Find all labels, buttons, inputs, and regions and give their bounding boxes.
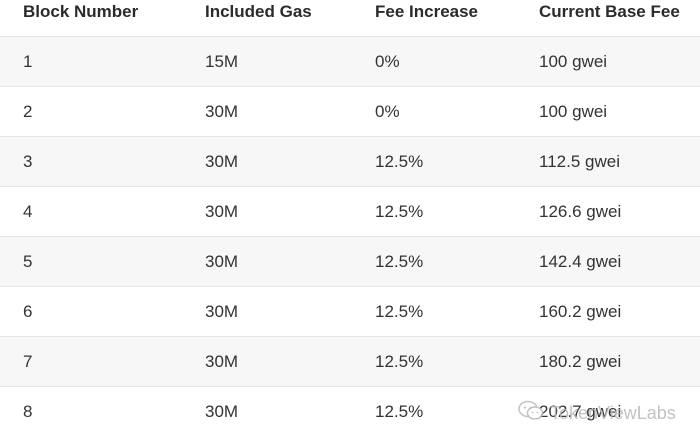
table-row: 1 15M 0% 100 gwei bbox=[0, 36, 700, 86]
table-row: 5 30M 12.5% 142.4 gwei bbox=[0, 236, 700, 286]
table-row: 4 30M 12.5% 126.6 gwei bbox=[0, 186, 700, 236]
cell-included-gas: 30M bbox=[205, 251, 239, 271]
cell-included-gas: 30M bbox=[205, 351, 239, 371]
cell-fee-increase: 12.5% bbox=[375, 351, 424, 371]
cell-current-base-fee: 126.6 gwei bbox=[539, 201, 622, 221]
cell-current-base-fee: 112.5 gwei bbox=[539, 151, 620, 171]
cell-fee-increase: 12.5% bbox=[375, 401, 424, 421]
header-block-number: Block Number bbox=[23, 2, 139, 21]
table-row: 8 30M 12.5% 202.7 gwei bbox=[0, 386, 700, 436]
watermark-text: TokenViewLabs bbox=[550, 403, 676, 423]
cell-included-gas: 30M bbox=[205, 151, 239, 171]
wechat-icon bbox=[518, 400, 544, 427]
cell-block-number: 2 bbox=[23, 101, 33, 121]
cell-included-gas: 30M bbox=[205, 301, 239, 321]
table-row: 3 30M 12.5% 112.5 gwei bbox=[0, 136, 700, 186]
cell-fee-increase: 12.5% bbox=[375, 301, 424, 321]
cell-block-number: 7 bbox=[23, 351, 33, 371]
cell-fee-increase: 0% bbox=[375, 101, 400, 121]
table-header-row: Block Number Included Gas Fee Increase C… bbox=[0, 0, 700, 36]
cell-fee-increase: 12.5% bbox=[375, 251, 424, 271]
cell-block-number: 8 bbox=[23, 401, 33, 421]
cell-block-number: 1 bbox=[23, 51, 33, 71]
table-row: 6 30M 12.5% 160.2 gwei bbox=[0, 286, 700, 336]
cell-fee-increase: 12.5% bbox=[375, 201, 424, 221]
cell-included-gas: 30M bbox=[205, 201, 239, 221]
watermark: TokenViewLabs bbox=[518, 400, 676, 427]
cell-current-base-fee: 100 gwei bbox=[539, 51, 608, 71]
cell-included-gas: 30M bbox=[205, 101, 239, 121]
header-included-gas: Included Gas bbox=[205, 2, 312, 21]
table-row: 7 30M 12.5% 180.2 gwei bbox=[0, 336, 700, 386]
cell-block-number: 4 bbox=[23, 201, 33, 221]
cell-current-base-fee: 142.4 gwei bbox=[539, 251, 622, 271]
table-row: 2 30M 0% 100 gwei bbox=[0, 86, 700, 136]
cell-included-gas: 15M bbox=[205, 51, 239, 71]
cell-block-number: 5 bbox=[23, 251, 33, 271]
cell-current-base-fee: 100 gwei bbox=[539, 101, 608, 121]
header-fee-increase: Fee Increase bbox=[375, 2, 479, 21]
cell-fee-increase: 0% bbox=[375, 51, 400, 71]
cell-block-number: 6 bbox=[23, 301, 33, 321]
cell-included-gas: 30M bbox=[205, 401, 239, 421]
cell-fee-increase: 12.5% bbox=[375, 151, 424, 171]
cell-current-base-fee: 160.2 gwei bbox=[539, 301, 622, 321]
cell-block-number: 3 bbox=[23, 151, 33, 171]
cell-current-base-fee: 202.7 gwei bbox=[539, 401, 622, 421]
header-current-base-fee: Current Base Fee bbox=[539, 2, 680, 21]
cell-current-base-fee: 180.2 gwei bbox=[539, 351, 622, 371]
